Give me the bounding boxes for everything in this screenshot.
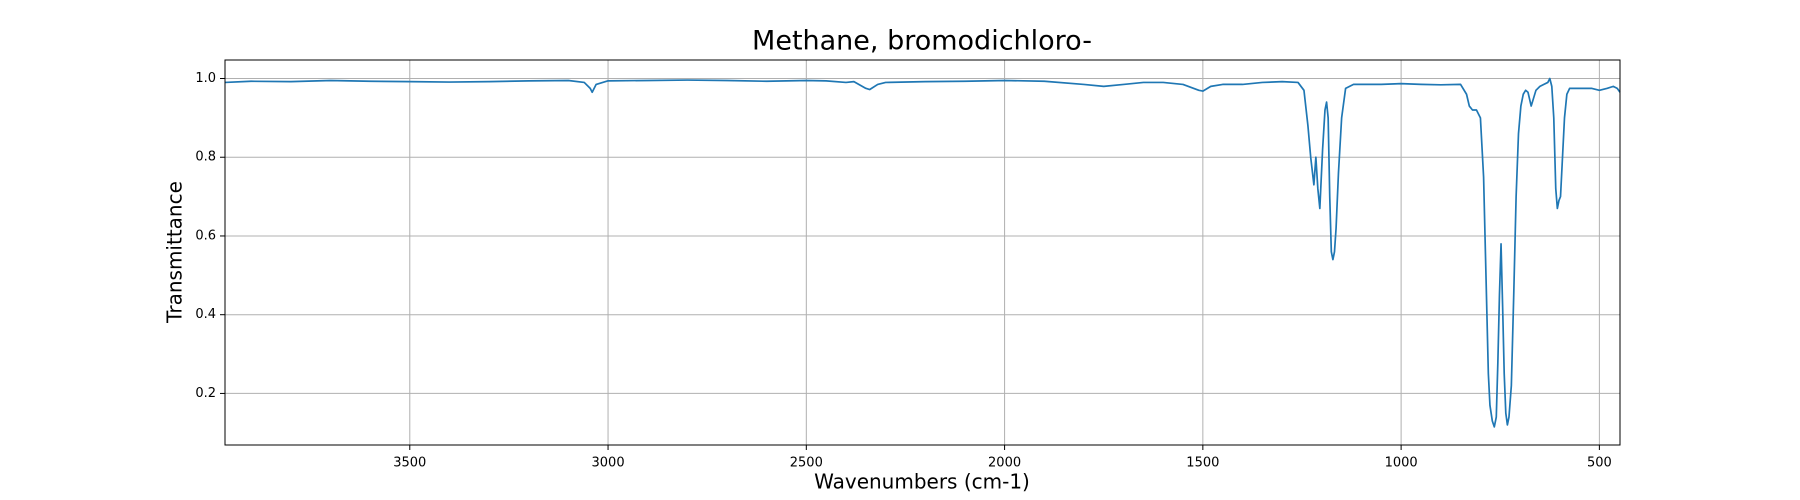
y-tick-label: 1.0 <box>195 71 216 86</box>
plot-frame <box>224 59 1621 446</box>
chart-title: Methane, bromodichloro- <box>752 26 1092 57</box>
x-tick-label: 500 <box>1587 456 1612 471</box>
x-tick-label: 2000 <box>988 456 1021 471</box>
y-tick-label: 0.8 <box>195 150 216 165</box>
y-tick-label: 0.4 <box>195 307 216 322</box>
x-tick-label: 3500 <box>393 456 426 471</box>
spectrum-line <box>224 77 1621 428</box>
x-axis-label: Wavenumbers (cm-1) <box>814 470 1030 494</box>
x-tick-label: 1000 <box>1385 456 1418 471</box>
y-axis-label: Transmittance <box>163 181 187 324</box>
x-tick-label: 1500 <box>1186 456 1219 471</box>
x-tick-label: 3000 <box>592 456 625 471</box>
y-tick-label: 0.6 <box>195 228 216 243</box>
x-tick-label: 2500 <box>790 456 823 471</box>
y-tick-label: 0.2 <box>195 386 216 401</box>
